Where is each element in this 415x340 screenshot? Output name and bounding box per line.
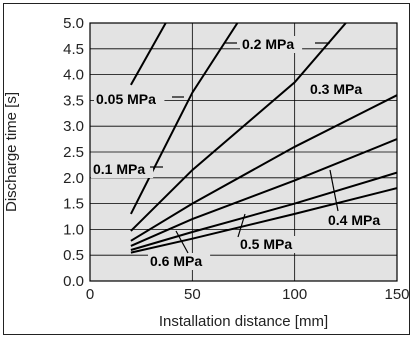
series-line-6 — [130, 187, 397, 254]
series-label-6: 0.6 MPa — [148, 230, 211, 270]
series-label-text: 0.05 MPa — [96, 91, 156, 107]
y-tick-label: 0.0 — [63, 273, 84, 290]
series-label-1: 0.1 MPa — [91, 161, 163, 178]
series-line-4 — [130, 138, 397, 247]
series-label-5: 0.5 MPa — [237, 213, 301, 253]
y-axis-ticks: 0.0 0.5 1.0 1.5 2.0 2.5 3.0 3.5 4.0 4.5 5.0 — [63, 15, 84, 290]
series-label-text: 0.5 MPa — [240, 236, 292, 252]
x-tick-label: 100 — [282, 286, 307, 303]
y-tick-label: 1.0 — [63, 221, 84, 238]
x-tick-label: 150 — [384, 286, 409, 303]
series-line-3 — [130, 94, 397, 242]
y-tick-label: 2.0 — [63, 170, 84, 187]
series-line-0 — [130, 23, 167, 86]
y-tick-label: 2.5 — [63, 144, 84, 161]
y-tick-label: 0.5 — [63, 247, 84, 264]
series-label-text: 0.3 MPa — [310, 81, 362, 97]
series-label-2: 0.2 MPa — [224, 36, 330, 53]
series-lines — [130, 23, 397, 254]
grid-lines — [90, 23, 397, 281]
y-tick-label: 1.5 — [63, 196, 84, 213]
y-tick-label: 5.0 — [63, 15, 84, 32]
x-tick-label: 50 — [184, 286, 201, 303]
y-axis-label: Discharge time [s] — [3, 92, 20, 212]
series-label-text: 0.6 MPa — [150, 253, 202, 269]
y-tick-label: 4.0 — [63, 67, 84, 84]
y-tick-label: 3.5 — [63, 92, 84, 109]
series-line-2 — [130, 23, 347, 232]
series-label-text: 0.4 MPa — [328, 212, 380, 228]
y-tick-label: 3.0 — [63, 118, 84, 135]
series-label-3: 0.3 MPa — [308, 81, 371, 98]
y-tick-label: 4.5 — [63, 41, 84, 58]
series-labels: 0.05 MPa 0.1 MPa 0.2 MPa 0.3 MPa 0.4 MPa 0.5 … — [91, 36, 389, 270]
series-label-4: 0.4 MPa — [326, 169, 389, 229]
x-axis-ticks: 0 50 100 150 — [86, 286, 410, 303]
series-label-text: 0.1 MPa — [93, 161, 145, 177]
series-label-text: 0.2 MPa — [242, 36, 294, 52]
x-tick-label: 0 — [86, 286, 94, 303]
x-axis-label: Installation distance [mm] — [159, 313, 328, 330]
series-label-0: 0.05 MPa — [94, 91, 184, 108]
